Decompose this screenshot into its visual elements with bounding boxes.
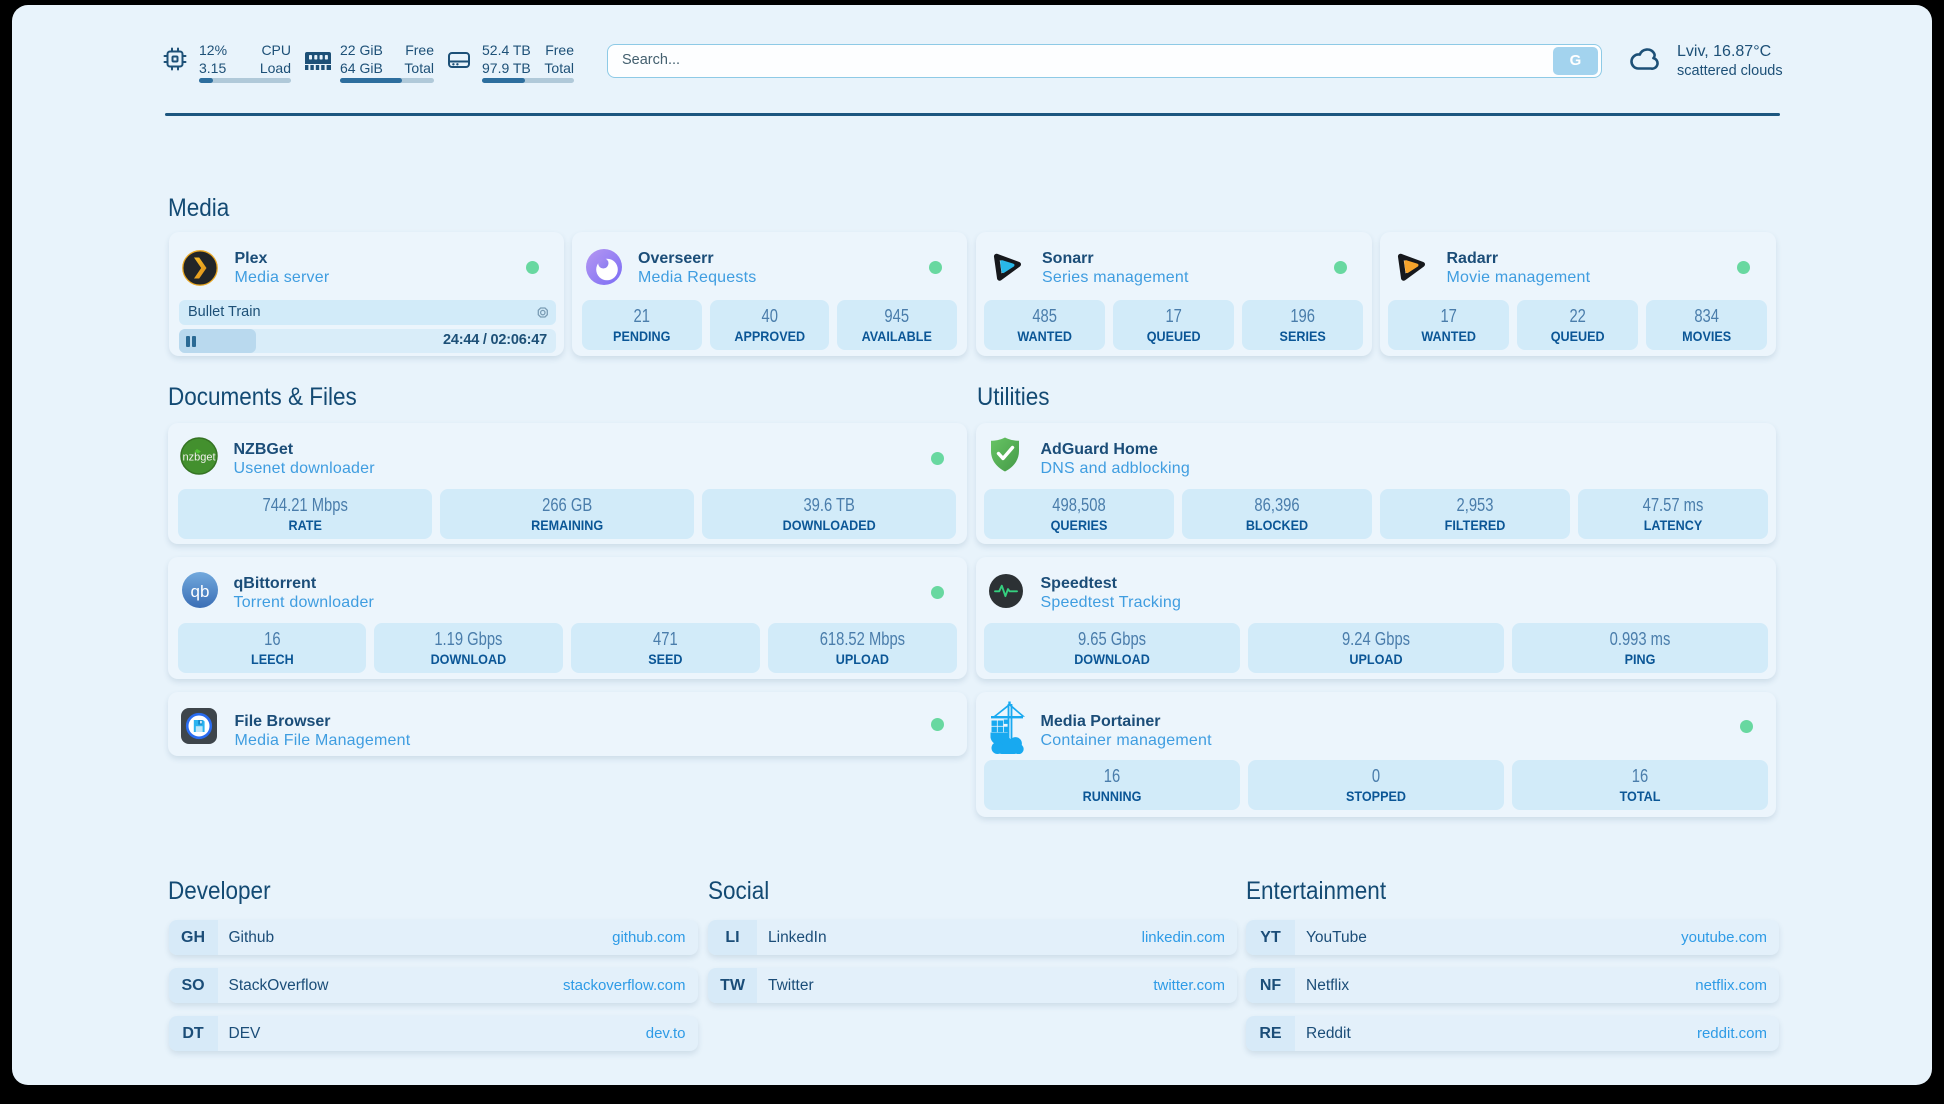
- svg-text:nzbget: nzbget: [182, 452, 215, 464]
- svg-text:qb: qb: [190, 582, 209, 601]
